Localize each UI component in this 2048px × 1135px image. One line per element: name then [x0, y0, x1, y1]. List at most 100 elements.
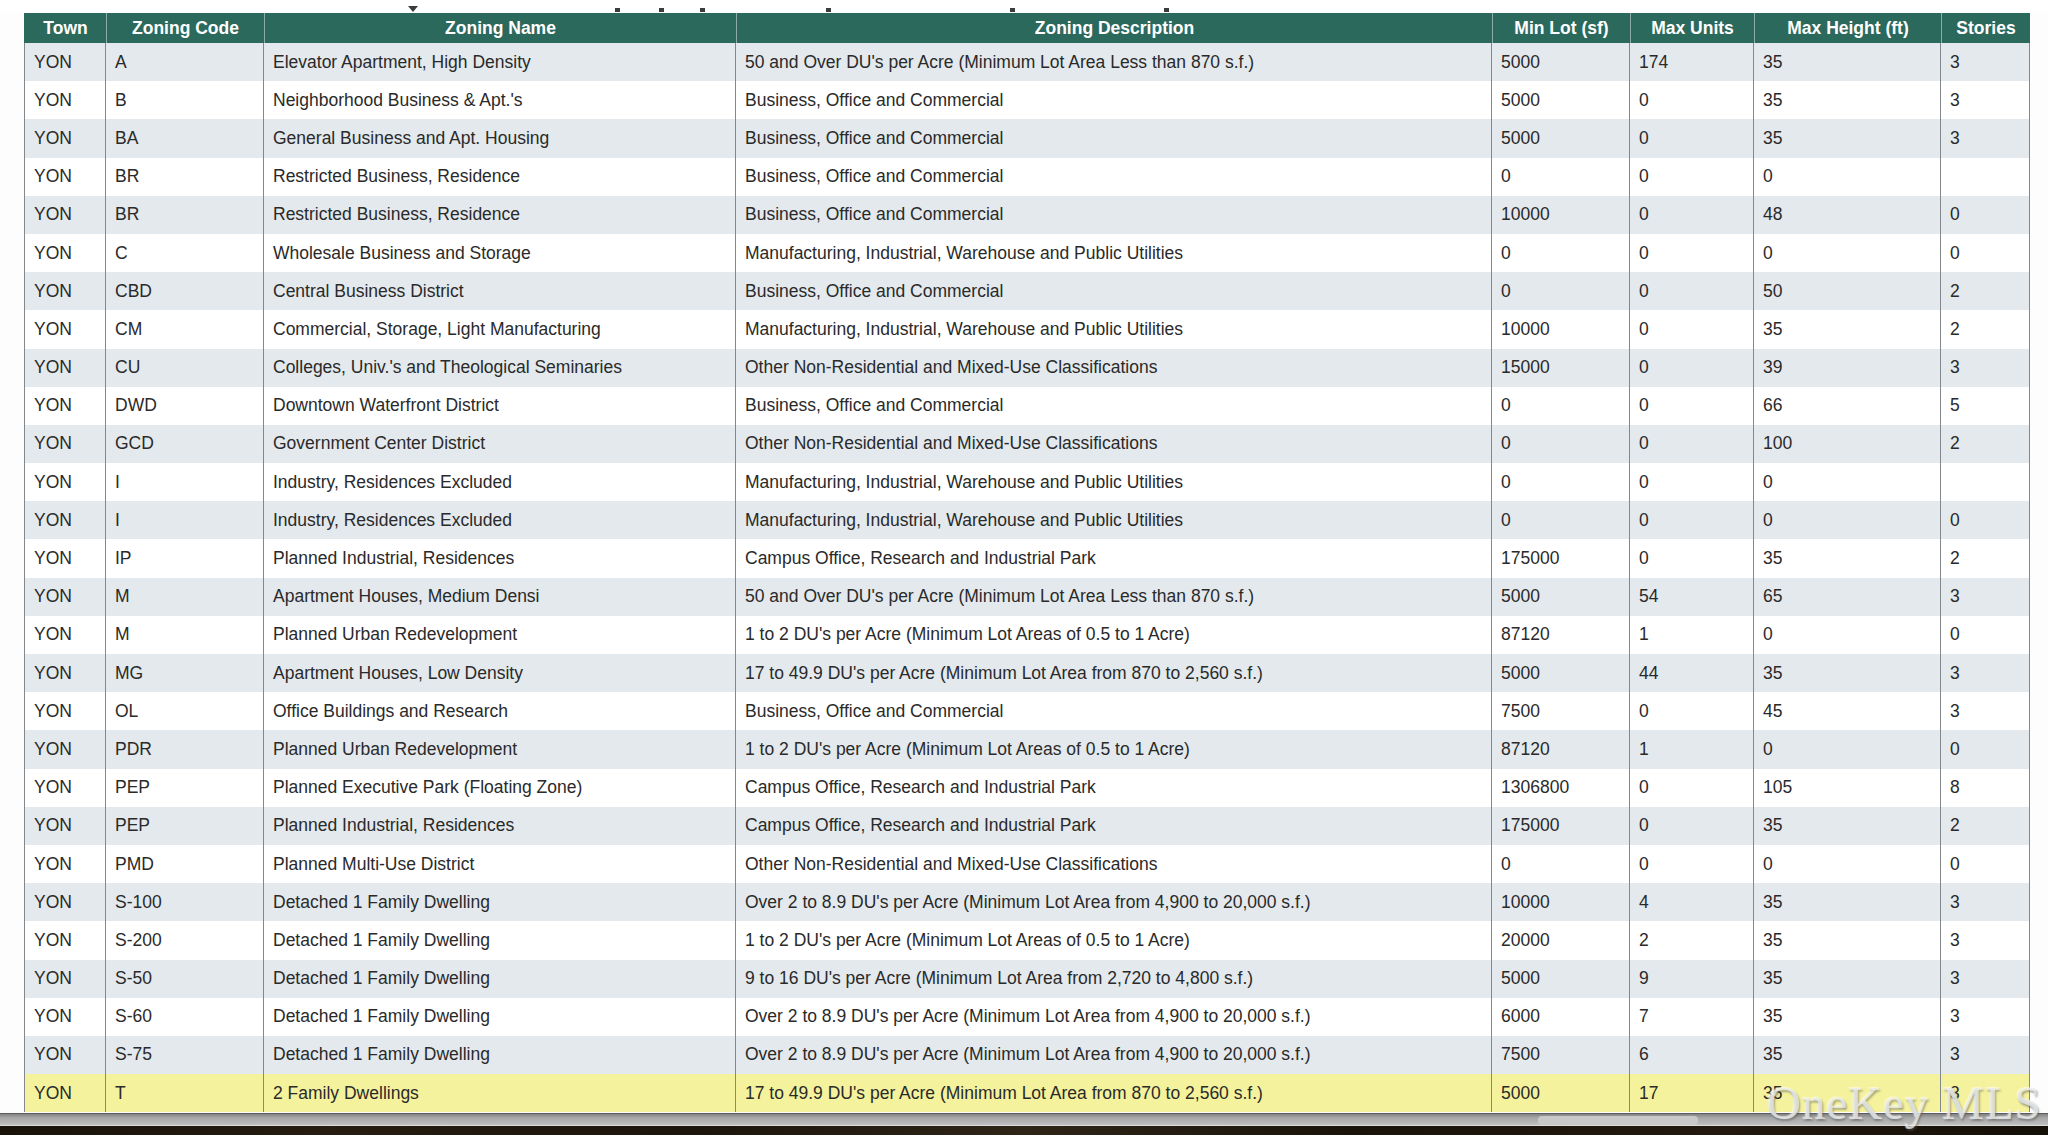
cell-code: S-75	[106, 1036, 264, 1074]
table-row[interactable]: YONGCDGovernment Center DistrictOther No…	[24, 425, 2030, 463]
cell-name: Neighborhood Business & Apt.'s	[264, 81, 736, 119]
table-header-row: TownZoning CodeZoning NameZoning Descrip…	[24, 13, 2030, 43]
cell-min-lot: 5000	[1492, 1074, 1630, 1112]
table-row[interactable]: YONCUColleges, Univ.'s and Theological S…	[24, 349, 2030, 387]
table-row[interactable]: YONBAGeneral Business and Apt. HousingBu…	[24, 119, 2030, 157]
cell-description: Other Non-Residential and Mixed-Use Clas…	[736, 349, 1492, 387]
cell-description: 50 and Over DU's per Acre (Minimum Lot A…	[736, 578, 1492, 616]
cell-stories: 3	[1941, 578, 2030, 616]
cell-max-units: 0	[1630, 692, 1754, 730]
cell-max-units: 0	[1630, 539, 1754, 577]
table-row[interactable]: YONPDRPlanned Urban Redevelopment1 to 2 …	[24, 730, 2030, 768]
table-row[interactable]: YONBRRestricted Business, ResidenceBusin…	[24, 158, 2030, 196]
table-row[interactable]: YONPEPPlanned Industrial, ResidencesCamp…	[24, 807, 2030, 845]
cell-max-units: 1	[1630, 616, 1754, 654]
zoning-table: TownZoning CodeZoning NameZoning Descrip…	[24, 13, 2030, 1112]
table-body: YONAElevator Apartment, High Density50 a…	[24, 43, 2030, 1112]
cell-min-lot: 175000	[1492, 539, 1630, 577]
cell-max-units: 0	[1630, 158, 1754, 196]
cell-name: Industry, Residences Excluded	[264, 463, 736, 501]
cell-min-lot: 6000	[1492, 998, 1630, 1036]
table-row[interactable]: YONMApartment Houses, Medium Densi50 and…	[24, 578, 2030, 616]
cell-code: BR	[106, 196, 264, 234]
cell-stories: 0	[1941, 730, 2030, 768]
cell-name: Wholesale Business and Storage	[264, 234, 736, 272]
cropped-text-fragment	[700, 8, 705, 12]
cell-town: YON	[25, 234, 106, 272]
cell-town: YON	[25, 807, 106, 845]
cell-max-units: 0	[1630, 845, 1754, 883]
table-row[interactable]: YONBRRestricted Business, ResidenceBusin…	[24, 196, 2030, 234]
scrollbar-thumb[interactable]	[1538, 1116, 1698, 1125]
cell-town: YON	[25, 158, 106, 196]
cropped-text-fragment	[408, 6, 418, 12]
cropped-row-strip	[0, 0, 2048, 13]
cell-min-lot: 87120	[1492, 730, 1630, 768]
table-row[interactable]: YONCMCommercial, Storage, Light Manufact…	[24, 310, 2030, 348]
table-row[interactable]: YONPEPPlanned Executive Park (Floating Z…	[24, 769, 2030, 807]
table-row[interactable]: YONMPlanned Urban Redevelopment1 to 2 DU…	[24, 616, 2030, 654]
table-row[interactable]: YONMGApartment Houses, Low Density17 to …	[24, 654, 2030, 692]
cell-town: YON	[25, 463, 106, 501]
cell-max-height: 0	[1754, 845, 1941, 883]
horizontal-scrollbar[interactable]	[0, 1113, 2048, 1126]
table-row[interactable]: YONS-75Detached 1 Family DwellingOver 2 …	[24, 1036, 2030, 1074]
cell-code: PMD	[106, 845, 264, 883]
table-row[interactable]: YONIIndustry, Residences ExcludedManufac…	[24, 501, 2030, 539]
cell-town: YON	[25, 692, 106, 730]
table-row[interactable]: YONAElevator Apartment, High Density50 a…	[24, 43, 2030, 81]
cell-stories: 2	[1941, 425, 2030, 463]
cell-name: Detached 1 Family Dwelling	[264, 883, 736, 921]
table-row[interactable]: YONIIndustry, Residences ExcludedManufac…	[24, 463, 2030, 501]
cell-min-lot: 0	[1492, 501, 1630, 539]
cell-max-height: 35	[1754, 1074, 1941, 1112]
table-row[interactable]: YONDWDDowntown Waterfront DistrictBusine…	[24, 387, 2030, 425]
cell-town: YON	[25, 387, 106, 425]
cell-town: YON	[25, 883, 106, 921]
table-row[interactable]: YONS-100Detached 1 Family DwellingOver 2…	[24, 883, 2030, 921]
table-row[interactable]: YONCWholesale Business and StorageManufa…	[24, 234, 2030, 272]
column-header-stories: Stories	[1941, 13, 2030, 43]
cell-max-units: 0	[1630, 807, 1754, 845]
cell-description: Business, Office and Commercial	[736, 272, 1492, 310]
table-row[interactable]: YONIPPlanned Industrial, ResidencesCampu…	[24, 539, 2030, 577]
table-row-highlighted[interactable]: YONT2 Family Dwellings17 to 49.9 DU's pe…	[24, 1074, 2030, 1112]
cell-description: 9 to 16 DU's per Acre (Minimum Lot Area …	[736, 960, 1492, 998]
cell-town: YON	[25, 272, 106, 310]
table-row[interactable]: YONS-200Detached 1 Family Dwelling1 to 2…	[24, 921, 2030, 959]
cell-max-height: 50	[1754, 272, 1941, 310]
cell-max-height: 45	[1754, 692, 1941, 730]
cell-min-lot: 0	[1492, 272, 1630, 310]
cell-name: Planned Urban Redevelopment	[264, 730, 736, 768]
cell-stories: 0	[1941, 196, 2030, 234]
cell-code: OL	[106, 692, 264, 730]
table-row[interactable]: YONCBDCentral Business DistrictBusiness,…	[24, 272, 2030, 310]
table-row[interactable]: YONPMDPlanned Multi-Use DistrictOther No…	[24, 845, 2030, 883]
cell-min-lot: 5000	[1492, 960, 1630, 998]
cell-code: A	[106, 43, 264, 81]
cell-stories: 0	[1941, 845, 2030, 883]
cell-town: YON	[25, 921, 106, 959]
cell-stories: 0	[1941, 501, 2030, 539]
cell-code: BR	[106, 158, 264, 196]
cell-name: Central Business District	[264, 272, 736, 310]
column-header-max-units: Max Units	[1630, 13, 1754, 43]
cell-min-lot: 5000	[1492, 119, 1630, 157]
cell-name: Detached 1 Family Dwelling	[264, 998, 736, 1036]
cell-town: YON	[25, 578, 106, 616]
cell-town: YON	[25, 349, 106, 387]
cell-description: Manufacturing, Industrial, Warehouse and…	[736, 310, 1492, 348]
cell-town: YON	[25, 730, 106, 768]
table-row[interactable]: YONS-60Detached 1 Family DwellingOver 2 …	[24, 998, 2030, 1036]
cell-min-lot: 175000	[1492, 807, 1630, 845]
cell-code: C	[106, 234, 264, 272]
cell-description: Business, Office and Commercial	[736, 196, 1492, 234]
cell-max-units: 0	[1630, 81, 1754, 119]
cell-max-height: 66	[1754, 387, 1941, 425]
table-row[interactable]: YONBNeighborhood Business & Apt.'sBusine…	[24, 81, 2030, 119]
table-row[interactable]: YONS-50Detached 1 Family Dwelling9 to 16…	[24, 960, 2030, 998]
cell-code: I	[106, 501, 264, 539]
cell-stories: 3	[1941, 43, 2030, 81]
cell-max-height: 0	[1754, 616, 1941, 654]
table-row[interactable]: YONOLOffice Buildings and ResearchBusine…	[24, 692, 2030, 730]
